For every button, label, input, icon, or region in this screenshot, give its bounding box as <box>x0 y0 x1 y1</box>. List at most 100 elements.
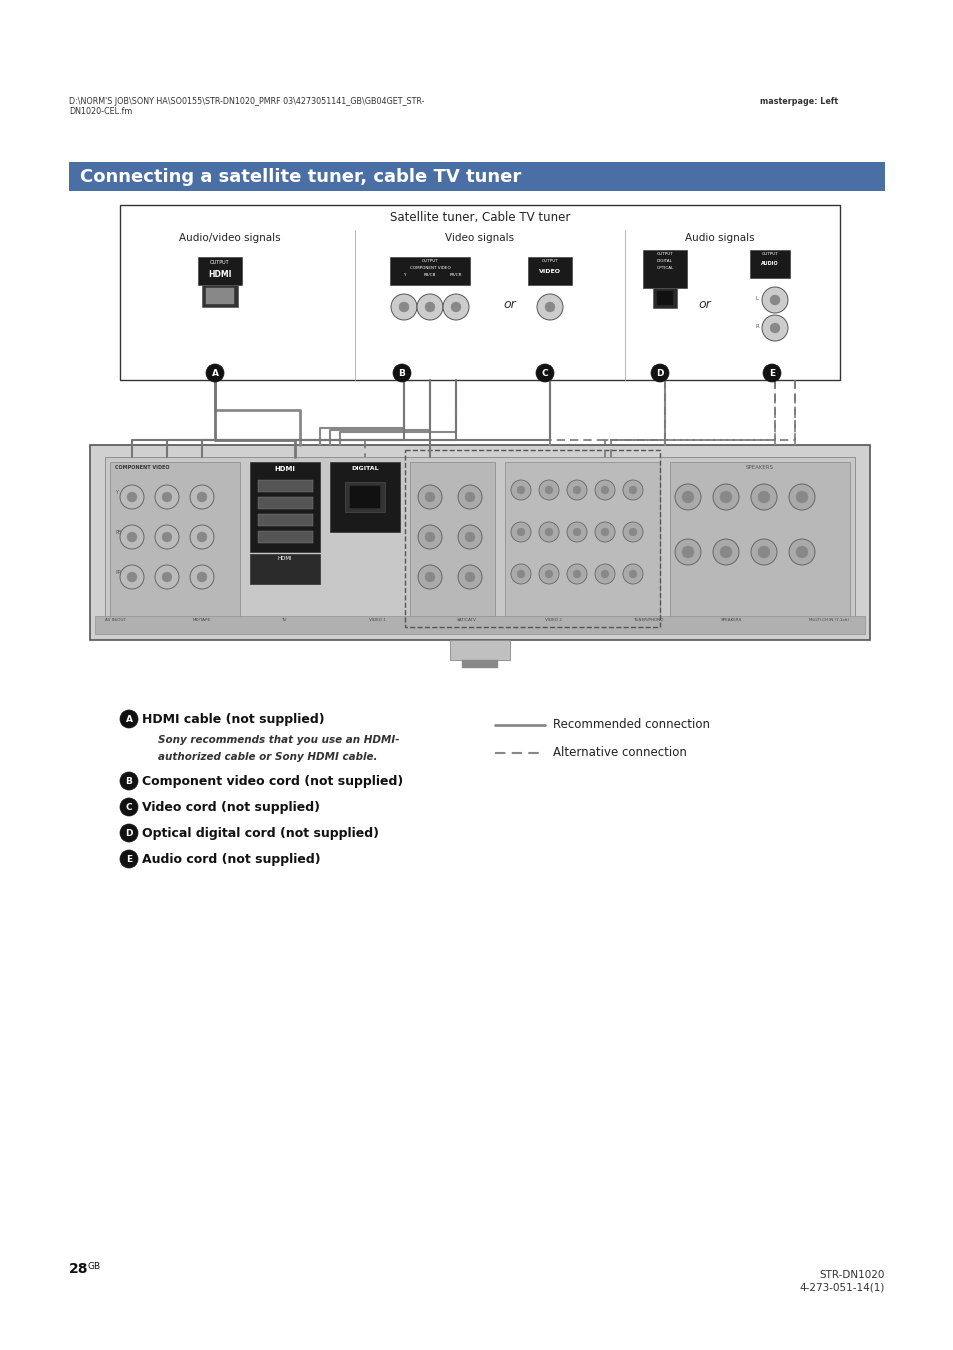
Circle shape <box>517 528 524 536</box>
Circle shape <box>544 570 553 578</box>
Circle shape <box>154 525 179 549</box>
Text: D:\NORM'S JOB\SONY HA\SO0155\STR-DN1020_PMRF 03\4273051141_GB\GB04GET_STR-
DN102: D:\NORM'S JOB\SONY HA\SO0155\STR-DN1020_… <box>69 97 424 116</box>
Text: AV IN/OUT: AV IN/OUT <box>105 618 126 622</box>
Bar <box>652 288 677 308</box>
Text: SPEAKERS: SPEAKERS <box>720 618 741 622</box>
Circle shape <box>398 302 409 312</box>
Circle shape <box>120 525 144 549</box>
Text: 28: 28 <box>69 1262 89 1276</box>
Circle shape <box>681 491 693 504</box>
Text: PR/CR: PR/CR <box>449 273 462 277</box>
Circle shape <box>573 486 580 494</box>
Bar <box>110 462 240 620</box>
Text: AUDIO: AUDIO <box>760 261 778 266</box>
Circle shape <box>424 532 435 541</box>
Circle shape <box>127 491 137 502</box>
Text: E: E <box>126 855 132 864</box>
Bar <box>669 462 849 620</box>
Circle shape <box>154 566 179 589</box>
Text: Audio signals: Audio signals <box>684 234 754 243</box>
Circle shape <box>511 481 531 500</box>
Circle shape <box>196 572 207 582</box>
Text: Audio/video signals: Audio/video signals <box>179 234 280 243</box>
Circle shape <box>762 364 781 382</box>
Circle shape <box>650 364 668 382</box>
Text: 4-273-051-14(1): 4-273-051-14(1) <box>799 1282 884 1293</box>
Text: Optical digital cord (not supplied): Optical digital cord (not supplied) <box>142 828 378 840</box>
Bar <box>90 446 869 640</box>
Circle shape <box>544 302 555 312</box>
Circle shape <box>120 798 138 815</box>
Bar <box>527 256 572 285</box>
Circle shape <box>464 532 475 541</box>
Bar <box>390 256 470 285</box>
Bar <box>330 462 399 532</box>
Circle shape <box>424 302 435 312</box>
Circle shape <box>190 485 213 509</box>
Text: MULTI CH IN (7.1ch): MULTI CH IN (7.1ch) <box>808 618 848 622</box>
Text: E: E <box>768 369 774 378</box>
Text: HDMI: HDMI <box>277 556 292 562</box>
Bar <box>202 285 237 306</box>
Circle shape <box>600 486 608 494</box>
Circle shape <box>464 572 475 582</box>
Bar <box>105 458 854 624</box>
Circle shape <box>120 850 138 868</box>
Circle shape <box>538 481 558 500</box>
Circle shape <box>517 486 524 494</box>
Text: OPTICAL: OPTICAL <box>656 266 673 270</box>
Bar <box>250 462 319 552</box>
Text: COMPONENT VIDEO: COMPONENT VIDEO <box>115 464 170 470</box>
Circle shape <box>416 294 442 320</box>
Circle shape <box>511 564 531 585</box>
Circle shape <box>573 528 580 536</box>
Bar <box>95 616 864 634</box>
Circle shape <box>424 491 435 502</box>
Bar <box>257 531 313 543</box>
Circle shape <box>127 532 137 541</box>
Text: D: D <box>125 829 132 837</box>
Text: C: C <box>541 369 548 378</box>
Circle shape <box>120 824 138 842</box>
Circle shape <box>750 539 776 566</box>
Text: Sony recommends that you use an HDMI-: Sony recommends that you use an HDMI- <box>158 734 399 745</box>
Circle shape <box>127 572 137 582</box>
Text: B: B <box>126 776 132 786</box>
Circle shape <box>566 481 586 500</box>
Circle shape <box>712 485 739 510</box>
Circle shape <box>511 522 531 541</box>
Text: PB/CB: PB/CB <box>423 273 436 277</box>
Circle shape <box>154 485 179 509</box>
Circle shape <box>795 545 807 558</box>
Circle shape <box>622 481 642 500</box>
Text: TUNER/PHONO: TUNER/PHONO <box>633 618 662 622</box>
Text: OUTPUT: OUTPUT <box>760 252 778 256</box>
Circle shape <box>628 486 637 494</box>
Text: C: C <box>126 802 132 811</box>
Bar <box>642 250 686 288</box>
Circle shape <box>675 539 700 566</box>
Text: R: R <box>755 324 759 329</box>
Text: Alternative connection: Alternative connection <box>553 747 686 760</box>
Text: OUTPUT: OUTPUT <box>541 259 558 263</box>
Text: Connecting a satellite tuner, cable TV tuner: Connecting a satellite tuner, cable TV t… <box>80 167 520 185</box>
Bar <box>450 640 510 660</box>
Text: GB: GB <box>88 1262 101 1270</box>
Circle shape <box>451 302 460 312</box>
Circle shape <box>162 532 172 541</box>
Circle shape <box>600 528 608 536</box>
Circle shape <box>538 522 558 541</box>
Circle shape <box>120 485 144 509</box>
Circle shape <box>758 545 769 558</box>
Text: Y: Y <box>402 273 405 277</box>
Circle shape <box>675 485 700 510</box>
Circle shape <box>464 491 475 502</box>
Circle shape <box>517 570 524 578</box>
Text: B: B <box>398 369 405 378</box>
Text: MD/TAPE: MD/TAPE <box>193 618 211 622</box>
Text: L: L <box>755 296 759 301</box>
Bar <box>410 462 495 620</box>
Text: DIGITAL: DIGITAL <box>657 259 672 263</box>
Circle shape <box>190 566 213 589</box>
Text: SPEAKERS: SPEAKERS <box>745 464 773 470</box>
